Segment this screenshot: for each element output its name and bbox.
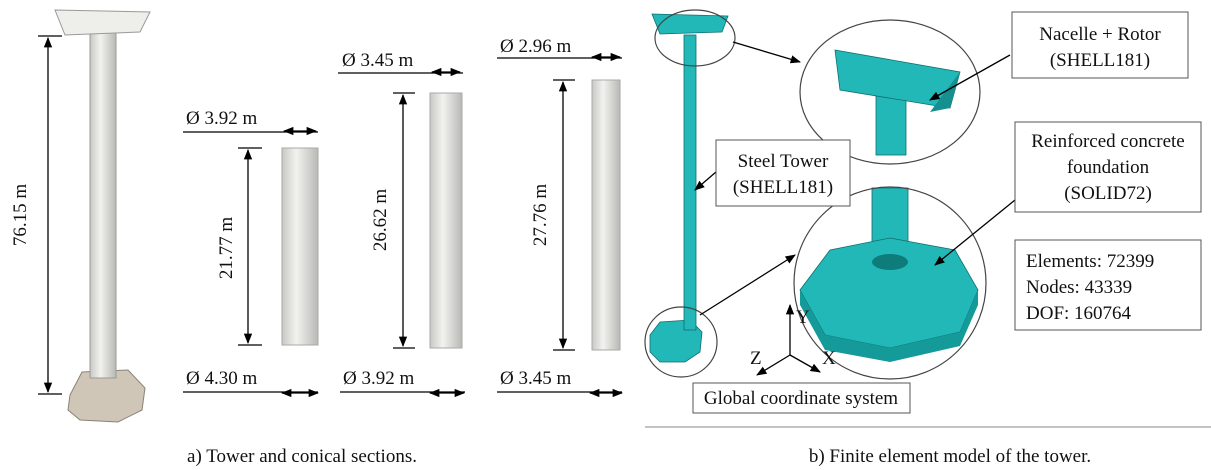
foundation-label: foundation — [1067, 157, 1150, 178]
top-diameter: Ø 3.92 m — [186, 108, 257, 129]
bottom-diameter: Ø 4.30 m — [186, 368, 257, 389]
axis-label: Y — [796, 307, 810, 328]
tower-element: (SHELL181) — [733, 177, 833, 198]
nacelle-label: Nacelle + Rotor — [1039, 24, 1161, 45]
axis-label: X — [822, 348, 836, 369]
section-height: 26.62 m — [370, 189, 391, 252]
tower-label: Steel Tower — [738, 151, 829, 172]
tower-height: 76.15 m — [10, 184, 31, 247]
section — [592, 80, 620, 350]
figure: 76.15 m Ø 3.92 m 21.77 m Ø 4.30 m Ø 3.45… — [0, 0, 1211, 470]
stat: DOF: 160764 — [1026, 303, 1132, 324]
foundation-element: (SOLID72) — [1064, 183, 1152, 204]
nacelle-element: (SHELL181) — [1050, 50, 1150, 71]
stat: Elements: 72399 — [1026, 251, 1154, 272]
bottom-diameter: Ø 3.92 m — [343, 368, 414, 389]
section-height: 27.76 m — [530, 184, 551, 247]
caption: a) Tower and conical sections. — [187, 446, 417, 467]
top-diameter: Ø 3.45 m — [342, 50, 413, 71]
section-height: 21.77 m — [216, 217, 237, 280]
foundation-label: Reinforced concrete — [1031, 131, 1185, 152]
section — [430, 93, 462, 348]
bottom-diameter: Ø 3.45 m — [500, 368, 571, 389]
coordinate-label: Global coordinate system — [704, 388, 898, 409]
caption: b) Finite element model of the tower. — [809, 446, 1091, 467]
stat: Nodes: 43339 — [1026, 277, 1132, 298]
axis-label: Z — [750, 348, 762, 369]
tower-model — [55, 10, 150, 422]
top-diameter: Ø 2.96 m — [500, 36, 571, 57]
section — [282, 148, 318, 345]
